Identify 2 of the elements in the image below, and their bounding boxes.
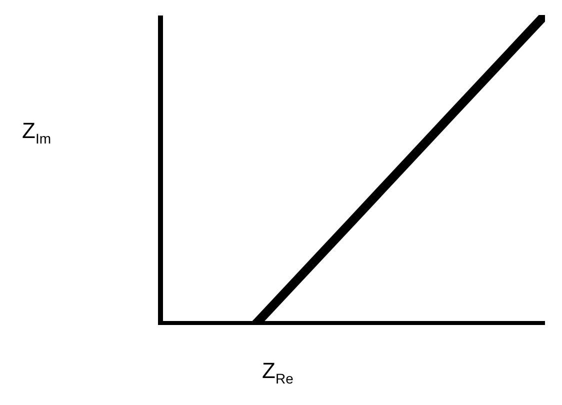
y-axis-title: Z$_{Im}$ — [22, 118, 52, 146]
x-axis-title: Z$_{Re}$ — [262, 358, 294, 386]
